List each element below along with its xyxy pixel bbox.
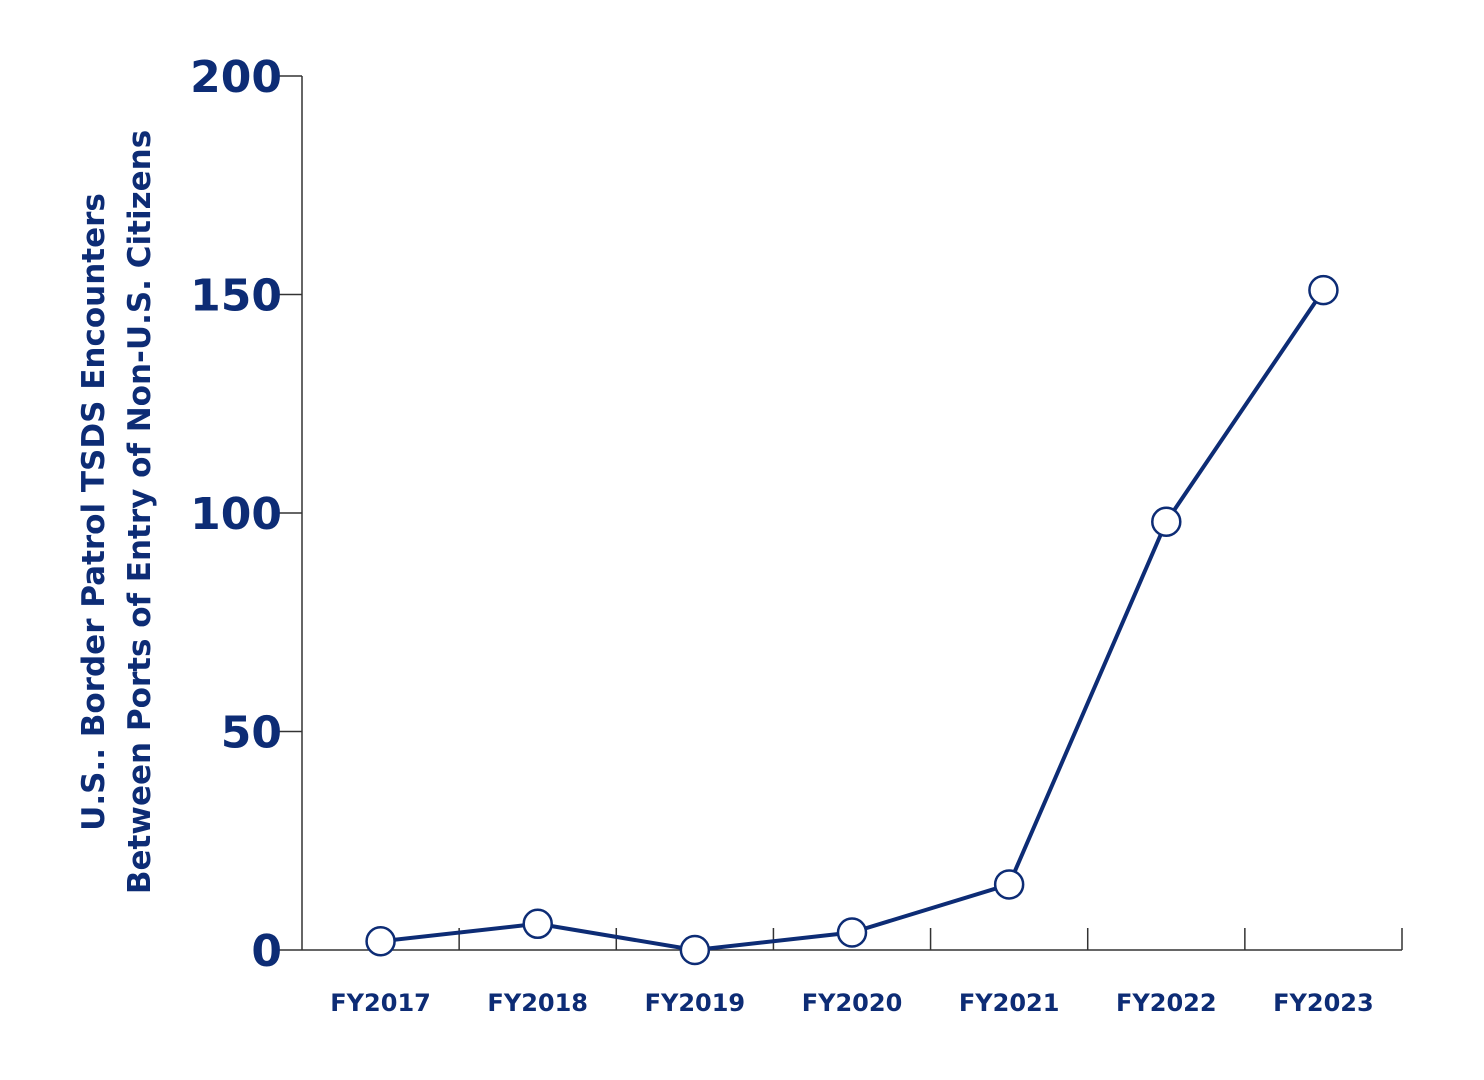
x-tick-label: FY2020 bbox=[802, 989, 903, 1017]
y-ticks: 0 50 100 150 200 bbox=[190, 52, 302, 977]
series-line bbox=[380, 289, 1326, 952]
x-tick-label: FY2017 bbox=[330, 989, 431, 1017]
x-tick-label: FY2021 bbox=[959, 989, 1060, 1017]
y-axis-label-line-2: Between Ports of Entry of Non-U.S. Citiz… bbox=[122, 130, 158, 894]
data-point-fy2021 bbox=[993, 869, 1025, 900]
x-tick-label: FY2019 bbox=[645, 989, 746, 1017]
data-point-fy2020 bbox=[836, 917, 868, 948]
data-point-fy2022 bbox=[1151, 506, 1182, 537]
y-tick-label: 150 bbox=[190, 271, 282, 322]
data-point-fy2018 bbox=[522, 908, 553, 940]
y-tick-label: 50 bbox=[221, 708, 282, 759]
data-point-fy2023 bbox=[1308, 274, 1339, 306]
y-tick-label: 200 bbox=[190, 52, 282, 103]
data-point-fy2017 bbox=[365, 926, 396, 957]
y-axis-label: U.S.. Border Patrol TSDS Encounters Betw… bbox=[76, 130, 158, 894]
y-tick-label: 0 bbox=[251, 926, 282, 977]
x-tick-label: FY2022 bbox=[1116, 989, 1217, 1017]
data-point-fy2019 bbox=[679, 934, 711, 966]
x-tick-label: FY2023 bbox=[1273, 989, 1374, 1017]
y-axis-label-line-1: U.S.. Border Patrol TSDS Encounters bbox=[76, 193, 112, 831]
y-tick-label: 100 bbox=[190, 489, 282, 540]
axes bbox=[301, 76, 1402, 951]
series bbox=[365, 274, 1339, 966]
x-ticks: FY2017 FY2018 FY2019 FY2020 FY2021 FY2022 FY20… bbox=[330, 928, 1403, 1017]
x-tick-label: FY2018 bbox=[487, 989, 588, 1017]
